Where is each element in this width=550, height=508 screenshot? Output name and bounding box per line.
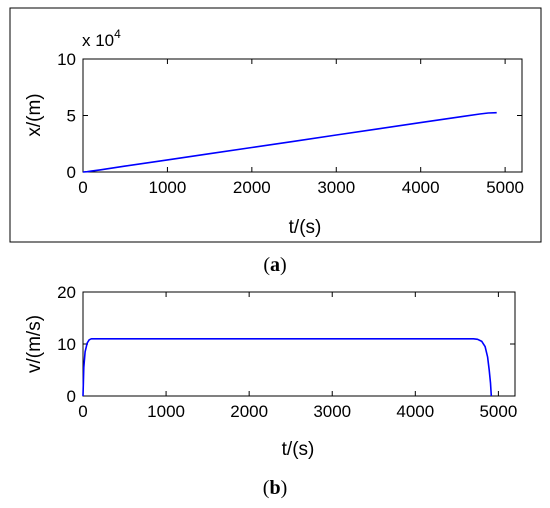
chart-a-axes-box: [82, 58, 523, 173]
chart-a-y-tick-label: 0: [67, 163, 76, 182]
chart-a-x-tick-label: 1000: [149, 178, 187, 197]
chart-b-series-line-0: [82, 337, 493, 397]
chart-b-axes-box: [82, 291, 516, 397]
chart-b-x-tick-label: 2000: [230, 402, 268, 421]
chart-b-y-tick-label: 20: [57, 283, 76, 302]
chart-b-x-tick-label: 5000: [479, 402, 517, 421]
chart-b-caption: (b): [263, 477, 287, 499]
chart-b-x-tick-label: 1000: [147, 402, 185, 421]
chart-a-caption: (a): [263, 254, 286, 276]
chart-a-x-tick-label: 2000: [233, 178, 271, 197]
chart-b-y-tick-label: 0: [67, 387, 76, 406]
chart-b-x-axis-label: t/(s): [282, 439, 315, 460]
chart-a-x-axis-label: t/(s): [289, 217, 322, 238]
chart-a-x-tick-label: 0: [78, 178, 87, 197]
chart-a-outer-frame: [9, 7, 542, 243]
chart-b-x-tick-label: 0: [78, 402, 87, 421]
chart-a-y-axis-label: x/(m): [24, 93, 45, 136]
chart-b-plot: 0 1000 2000 3000 4000 5000 0 10 20: [57, 283, 517, 421]
chart-a-y-multiplier: x 104: [82, 27, 121, 50]
chart-a-series-line-0: [82, 111, 497, 173]
chart-b-x-tick-label: 4000: [396, 402, 434, 421]
chart-a-x-tick-label: 4000: [402, 178, 440, 197]
chart-a: 0 1000 2000 3000 4000 5000 0 5 10 x 104 t/(s) x/…: [9, 7, 542, 276]
chart-a-y-tick-label: 5: [67, 107, 76, 126]
chart-b-y-axis-label: v/(m/s): [24, 315, 45, 373]
chart-a-y-tick-label: 10: [57, 50, 76, 69]
chart-a-plot: 0 1000 2000 3000 4000 5000 0 5 10: [57, 50, 524, 197]
chart-a-x-tick-label: 3000: [317, 178, 355, 197]
chart-b-y-tick-label: 10: [57, 335, 76, 354]
chart-b: 0 1000 2000 3000 4000 5000 0 10 20 t/(s) v/(m/s)…: [24, 283, 517, 499]
chart-b-x-tick-label: 3000: [313, 402, 351, 421]
chart-a-x-tick-label: 5000: [486, 178, 524, 197]
